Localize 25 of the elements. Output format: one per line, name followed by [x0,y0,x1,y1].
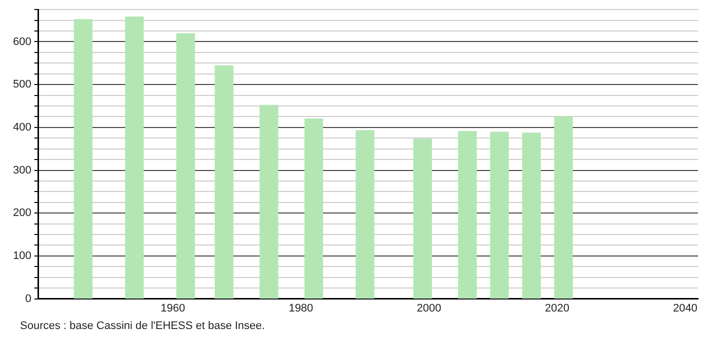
x-tick-label: 1980 [288,302,314,314]
y-tick-label: 500 [12,78,32,91]
bar [356,130,374,299]
y-tick-label: 400 [12,121,32,134]
bar [554,116,573,299]
y-tick-label: 600 [12,36,32,48]
bar [214,65,234,299]
bar [74,19,93,299]
bar [260,104,278,299]
y-tick-label: 300 [12,164,32,176]
source-note: Sources : base Cassini de l'EHESS et base Insee. [20,320,265,332]
bar [413,138,432,299]
x-tick-label: 2020 [544,302,570,314]
bar [304,118,324,299]
bar [490,132,509,299]
x-tick-label: 2000 [416,302,442,314]
x-tick-label: 2040 [672,302,698,314]
bar [458,130,477,299]
y-tick-label: 200 [12,207,32,220]
y-tick-label: 0 [25,292,32,305]
x-tick-label: 1960 [160,302,186,314]
bar [522,132,541,299]
bar [176,33,195,299]
y-tick-label: 100 [12,250,32,262]
bar [125,16,144,299]
